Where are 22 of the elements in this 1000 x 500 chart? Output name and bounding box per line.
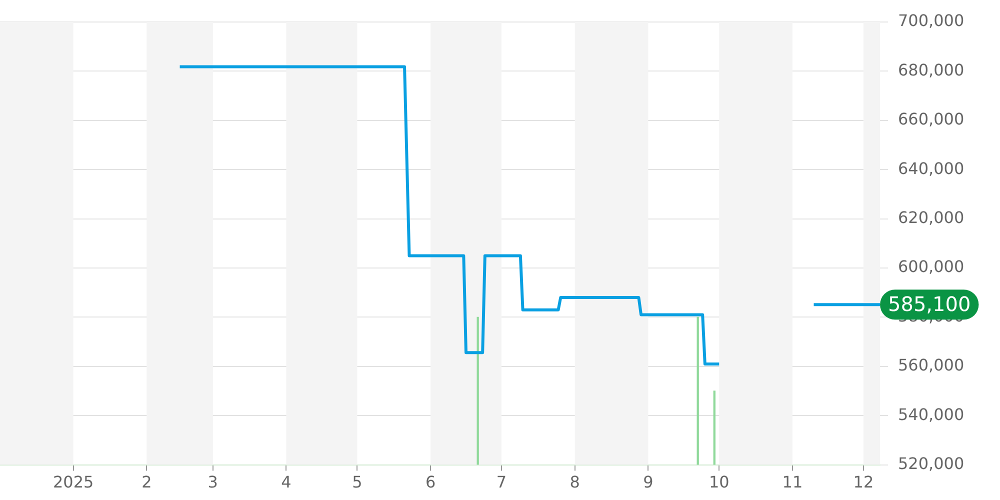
x-tick-label: 12 bbox=[853, 472, 874, 492]
y-tick-label: 540,000 bbox=[898, 404, 964, 424]
x-tick-label: 10 bbox=[708, 472, 730, 492]
y-tick-label: 520,000 bbox=[898, 454, 964, 473]
x-tick-label: 9 bbox=[643, 472, 654, 492]
annotation: 585,100 bbox=[888, 292, 971, 316]
x-tick-label: 4 bbox=[281, 472, 292, 492]
x-tick-label: 2025 bbox=[52, 472, 94, 492]
y-tick-label: 680,000 bbox=[898, 60, 964, 80]
y-tick-label: 640,000 bbox=[898, 158, 964, 178]
y-tick-label: 600,000 bbox=[898, 257, 964, 276]
y-tick-label: 560,000 bbox=[898, 356, 964, 375]
y-tick-label: 700,000 bbox=[898, 11, 964, 30]
x-tick-label: 7 bbox=[496, 472, 507, 492]
y-tick-label: 620,000 bbox=[898, 208, 964, 227]
x-tick-label: 3 bbox=[208, 472, 218, 492]
x-tick-label: 8 bbox=[570, 472, 580, 492]
y-tick-label: 660,000 bbox=[898, 110, 964, 129]
x-tick-label: 2 bbox=[142, 472, 152, 492]
x-tick-label: 6 bbox=[425, 472, 436, 492]
x-tick-label: 5 bbox=[352, 472, 362, 492]
x-tick-label: 11 bbox=[782, 472, 803, 492]
